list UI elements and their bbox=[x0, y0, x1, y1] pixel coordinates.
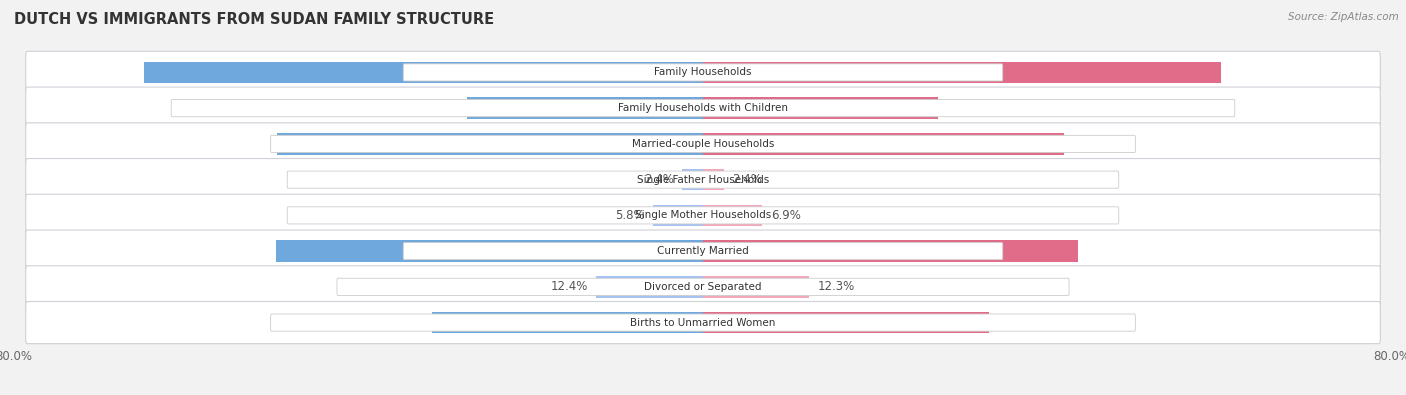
Text: 60.2%: 60.2% bbox=[942, 66, 983, 79]
Bar bbox=[703, 276, 808, 297]
FancyBboxPatch shape bbox=[404, 64, 1002, 81]
Text: 49.5%: 49.5% bbox=[470, 137, 510, 150]
Bar bbox=[682, 169, 703, 190]
Text: 6.9%: 6.9% bbox=[770, 209, 801, 222]
Bar bbox=[703, 312, 988, 333]
Text: Currently Married: Currently Married bbox=[657, 246, 749, 256]
Bar bbox=[703, 133, 1064, 154]
Text: Single Mother Households: Single Mother Households bbox=[636, 211, 770, 220]
Text: 27.4%: 27.4% bbox=[565, 102, 606, 115]
FancyBboxPatch shape bbox=[25, 51, 1381, 94]
Text: 27.3%: 27.3% bbox=[800, 102, 841, 115]
Bar bbox=[703, 169, 724, 190]
Text: 33.2%: 33.2% bbox=[825, 316, 866, 329]
FancyBboxPatch shape bbox=[25, 194, 1381, 237]
Bar bbox=[703, 241, 1077, 262]
Text: 12.3%: 12.3% bbox=[817, 280, 855, 293]
Bar bbox=[596, 276, 703, 297]
Text: 2.4%: 2.4% bbox=[733, 173, 762, 186]
FancyBboxPatch shape bbox=[270, 314, 1136, 331]
Text: Single Father Households: Single Father Households bbox=[637, 175, 769, 184]
Text: Married-couple Households: Married-couple Households bbox=[631, 139, 775, 149]
Text: Source: ZipAtlas.com: Source: ZipAtlas.com bbox=[1288, 12, 1399, 22]
Text: 31.5%: 31.5% bbox=[547, 316, 588, 329]
Bar bbox=[277, 133, 703, 154]
Text: 49.6%: 49.6% bbox=[468, 245, 510, 258]
Bar bbox=[703, 98, 938, 119]
Text: Family Households with Children: Family Households with Children bbox=[619, 103, 787, 113]
FancyBboxPatch shape bbox=[287, 171, 1119, 188]
Text: 64.9%: 64.9% bbox=[404, 66, 444, 79]
Bar bbox=[467, 98, 703, 119]
Bar bbox=[703, 205, 762, 226]
FancyBboxPatch shape bbox=[25, 123, 1381, 165]
Bar bbox=[703, 62, 1222, 83]
FancyBboxPatch shape bbox=[25, 87, 1381, 129]
Text: Family Households: Family Households bbox=[654, 68, 752, 77]
Text: Births to Unmarried Women: Births to Unmarried Women bbox=[630, 318, 776, 327]
FancyBboxPatch shape bbox=[270, 135, 1136, 152]
FancyBboxPatch shape bbox=[25, 266, 1381, 308]
FancyBboxPatch shape bbox=[25, 158, 1381, 201]
Text: 12.4%: 12.4% bbox=[550, 280, 588, 293]
FancyBboxPatch shape bbox=[404, 243, 1002, 260]
FancyBboxPatch shape bbox=[172, 100, 1234, 117]
FancyBboxPatch shape bbox=[337, 278, 1069, 295]
Text: 5.8%: 5.8% bbox=[614, 209, 644, 222]
Text: Divorced or Separated: Divorced or Separated bbox=[644, 282, 762, 292]
Text: 43.5%: 43.5% bbox=[870, 245, 911, 258]
FancyBboxPatch shape bbox=[25, 301, 1381, 344]
Bar bbox=[432, 312, 703, 333]
Text: 2.4%: 2.4% bbox=[644, 173, 673, 186]
Bar bbox=[276, 241, 703, 262]
Bar bbox=[652, 205, 703, 226]
FancyBboxPatch shape bbox=[25, 230, 1381, 272]
Text: 41.9%: 41.9% bbox=[863, 137, 904, 150]
Bar bbox=[143, 62, 703, 83]
FancyBboxPatch shape bbox=[287, 207, 1119, 224]
Text: DUTCH VS IMMIGRANTS FROM SUDAN FAMILY STRUCTURE: DUTCH VS IMMIGRANTS FROM SUDAN FAMILY ST… bbox=[14, 12, 494, 27]
